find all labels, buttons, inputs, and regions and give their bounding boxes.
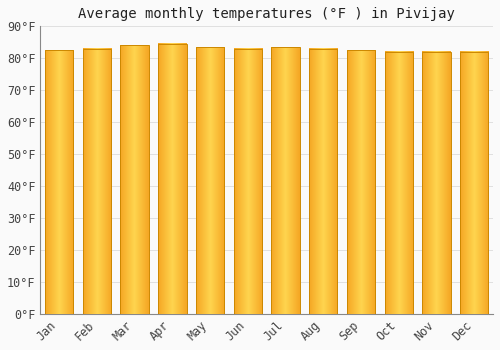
Bar	[422, 52, 450, 314]
Bar	[309, 49, 338, 314]
Bar	[347, 50, 375, 314]
Bar	[460, 52, 488, 314]
Bar	[272, 47, 299, 314]
Bar	[384, 52, 413, 314]
Bar	[234, 49, 262, 314]
Bar	[120, 46, 149, 314]
Bar	[196, 47, 224, 314]
Bar	[45, 50, 74, 314]
Bar	[83, 49, 111, 314]
Bar	[158, 44, 186, 314]
Title: Average monthly temperatures (°F ) in Pivijay: Average monthly temperatures (°F ) in Pi…	[78, 7, 455, 21]
